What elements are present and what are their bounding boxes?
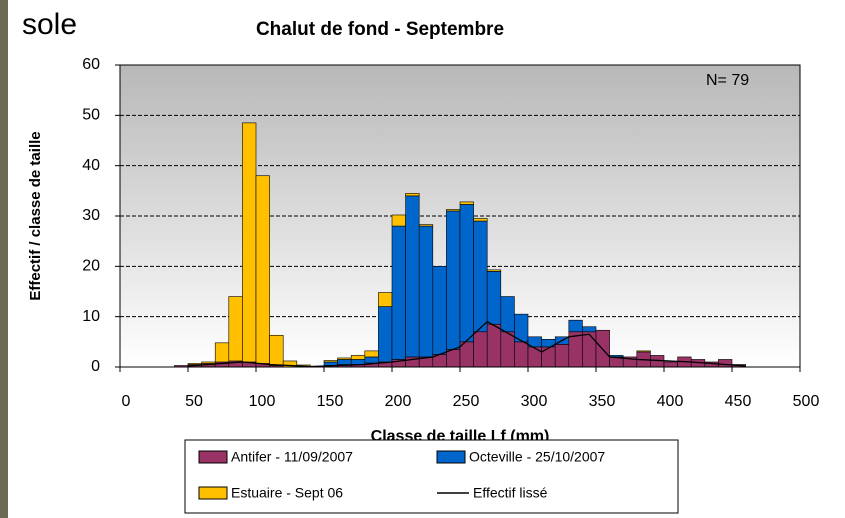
legend-swatch	[198, 450, 228, 464]
x-tick-label: 450	[725, 393, 752, 410]
bar-segment	[514, 341, 529, 368]
bar-segment	[636, 350, 651, 353]
chart-title: Chalut de fond - Septembre	[256, 19, 504, 40]
legend-label: Antifer - 11/09/2007	[231, 449, 353, 465]
left-strip	[0, 0, 8, 518]
plot-border	[119, 64, 801, 368]
bar-segment	[378, 292, 393, 307]
x-tick-label: 400	[657, 393, 684, 410]
bar-segment	[337, 359, 352, 365]
smoothed-line	[187, 320, 746, 368]
y-tick-label: 30	[82, 207, 100, 224]
bar-segment	[459, 204, 474, 343]
bar-segment	[323, 360, 338, 363]
x-tick-label: 0	[122, 393, 131, 410]
bar-segment	[500, 331, 515, 368]
bar-segment	[663, 361, 678, 368]
annotation: N= 79	[706, 72, 749, 89]
bar-segment	[446, 209, 461, 212]
x-tick-label: 300	[521, 393, 548, 410]
legend-swatch	[198, 486, 228, 500]
bar-segment	[527, 346, 542, 368]
legend-label: Effectif lissé	[473, 485, 548, 501]
y-tick-label: 10	[82, 308, 100, 325]
y-tick-label: 60	[82, 56, 100, 73]
bar-segment	[391, 214, 406, 227]
x-tick-label: 100	[249, 393, 276, 410]
bar-segment	[242, 122, 257, 363]
x-tick-label: 200	[385, 393, 412, 410]
bar-segment	[582, 331, 597, 368]
bar-segment	[405, 193, 420, 197]
bar-segment	[473, 220, 488, 333]
bar-segment	[568, 319, 583, 333]
x-tick-label: 500	[793, 393, 820, 410]
bar-segment	[582, 326, 597, 333]
bar-segment	[364, 350, 379, 358]
bar-segment	[418, 224, 434, 227]
bar-segment	[214, 342, 230, 363]
bar-segment	[187, 363, 202, 365]
bar-segment	[350, 355, 366, 360]
bar-segment	[432, 266, 447, 355]
legend: Antifer - 11/09/2007 Octeville - 25/10/2…	[184, 439, 679, 514]
bar-segment	[486, 323, 502, 368]
bar-segment	[350, 359, 366, 365]
legend-label: Estuaire - Sept 06	[231, 485, 343, 501]
bar-segment	[364, 356, 379, 364]
legend-label: Octeville - 25/10/2007	[469, 449, 605, 465]
y-tick-label: 40	[82, 157, 100, 174]
bar-segment	[337, 357, 352, 360]
legend-box	[184, 439, 679, 514]
species-label: sole	[22, 8, 77, 41]
bar-segment	[718, 359, 733, 368]
bar-segment	[500, 296, 515, 333]
bar-segment	[201, 361, 216, 364]
bar-segment	[459, 201, 474, 205]
bar-segment	[378, 306, 393, 363]
bar-segment	[269, 334, 284, 366]
y-tick-label: 50	[82, 107, 100, 124]
bar-segment	[405, 195, 420, 358]
bar-segment	[228, 296, 243, 362]
y-tick-label: 20	[82, 258, 100, 275]
x-tick-label: 350	[589, 393, 616, 410]
bar-segment	[473, 218, 488, 222]
bar-segment	[255, 175, 270, 364]
x-tick-label: 50	[185, 393, 203, 410]
x-tick-label: 150	[317, 393, 344, 410]
bar-segment	[446, 210, 461, 350]
y-tick-label: 0	[91, 358, 100, 375]
bar-segment	[554, 344, 570, 368]
bar-segment	[486, 271, 502, 325]
legend-swatch	[436, 450, 466, 464]
bar-segment	[418, 225, 434, 358]
bar-segment	[541, 346, 556, 368]
y-axis-title: Effectif / classe de taille	[27, 131, 44, 300]
bar-segment	[486, 269, 502, 272]
bar-segment	[446, 349, 461, 368]
bar-segment	[514, 313, 529, 343]
x-tick-label: 250	[453, 393, 480, 410]
bar-segment	[473, 331, 488, 368]
bar-segment	[391, 225, 406, 360]
